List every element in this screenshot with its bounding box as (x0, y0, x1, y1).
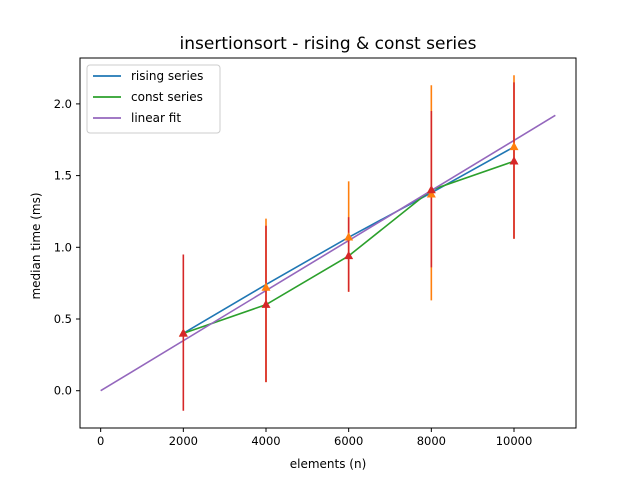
legend-label: linear fit (131, 111, 181, 125)
legend-label: rising series (131, 69, 203, 83)
plot-area (100, 75, 556, 411)
data-point-marker (509, 141, 519, 151)
data-point-marker (178, 328, 188, 337)
x-axis-label: elements (n) (290, 457, 367, 471)
y-tick-label: 1.5 (54, 169, 72, 183)
data-point-marker (344, 250, 354, 260)
data-point-marker (426, 184, 436, 194)
y-axis-label: median time (ms) (29, 192, 43, 299)
data-point-marker (344, 232, 354, 241)
legend-label: const series (131, 90, 203, 104)
data-point-marker (261, 282, 271, 291)
y-tick-label: 1.0 (54, 240, 72, 254)
data-point-marker (426, 189, 436, 198)
y-tick-label: 2.0 (54, 97, 72, 111)
data-point-marker (261, 299, 271, 308)
x-tick-label: 0 (97, 434, 104, 448)
x-tick-label: 4000 (251, 434, 280, 448)
x-tick-label: 8000 (417, 434, 446, 448)
legend-box (86, 64, 221, 134)
axes-frame (79, 57, 577, 429)
chart-title: insertionsort - rising & const series (180, 34, 477, 54)
y-tick-label: 0.0 (54, 384, 72, 398)
x-tick-label: 10000 (496, 434, 533, 448)
y-tick-label: 0.5 (54, 312, 72, 326)
data-point-marker (509, 156, 519, 165)
x-tick-label: 2000 (169, 434, 198, 448)
x-tick-label: 6000 (334, 434, 363, 448)
series-line-2 (100, 114, 556, 392)
legend: rising series const series linear fit (86, 64, 221, 134)
